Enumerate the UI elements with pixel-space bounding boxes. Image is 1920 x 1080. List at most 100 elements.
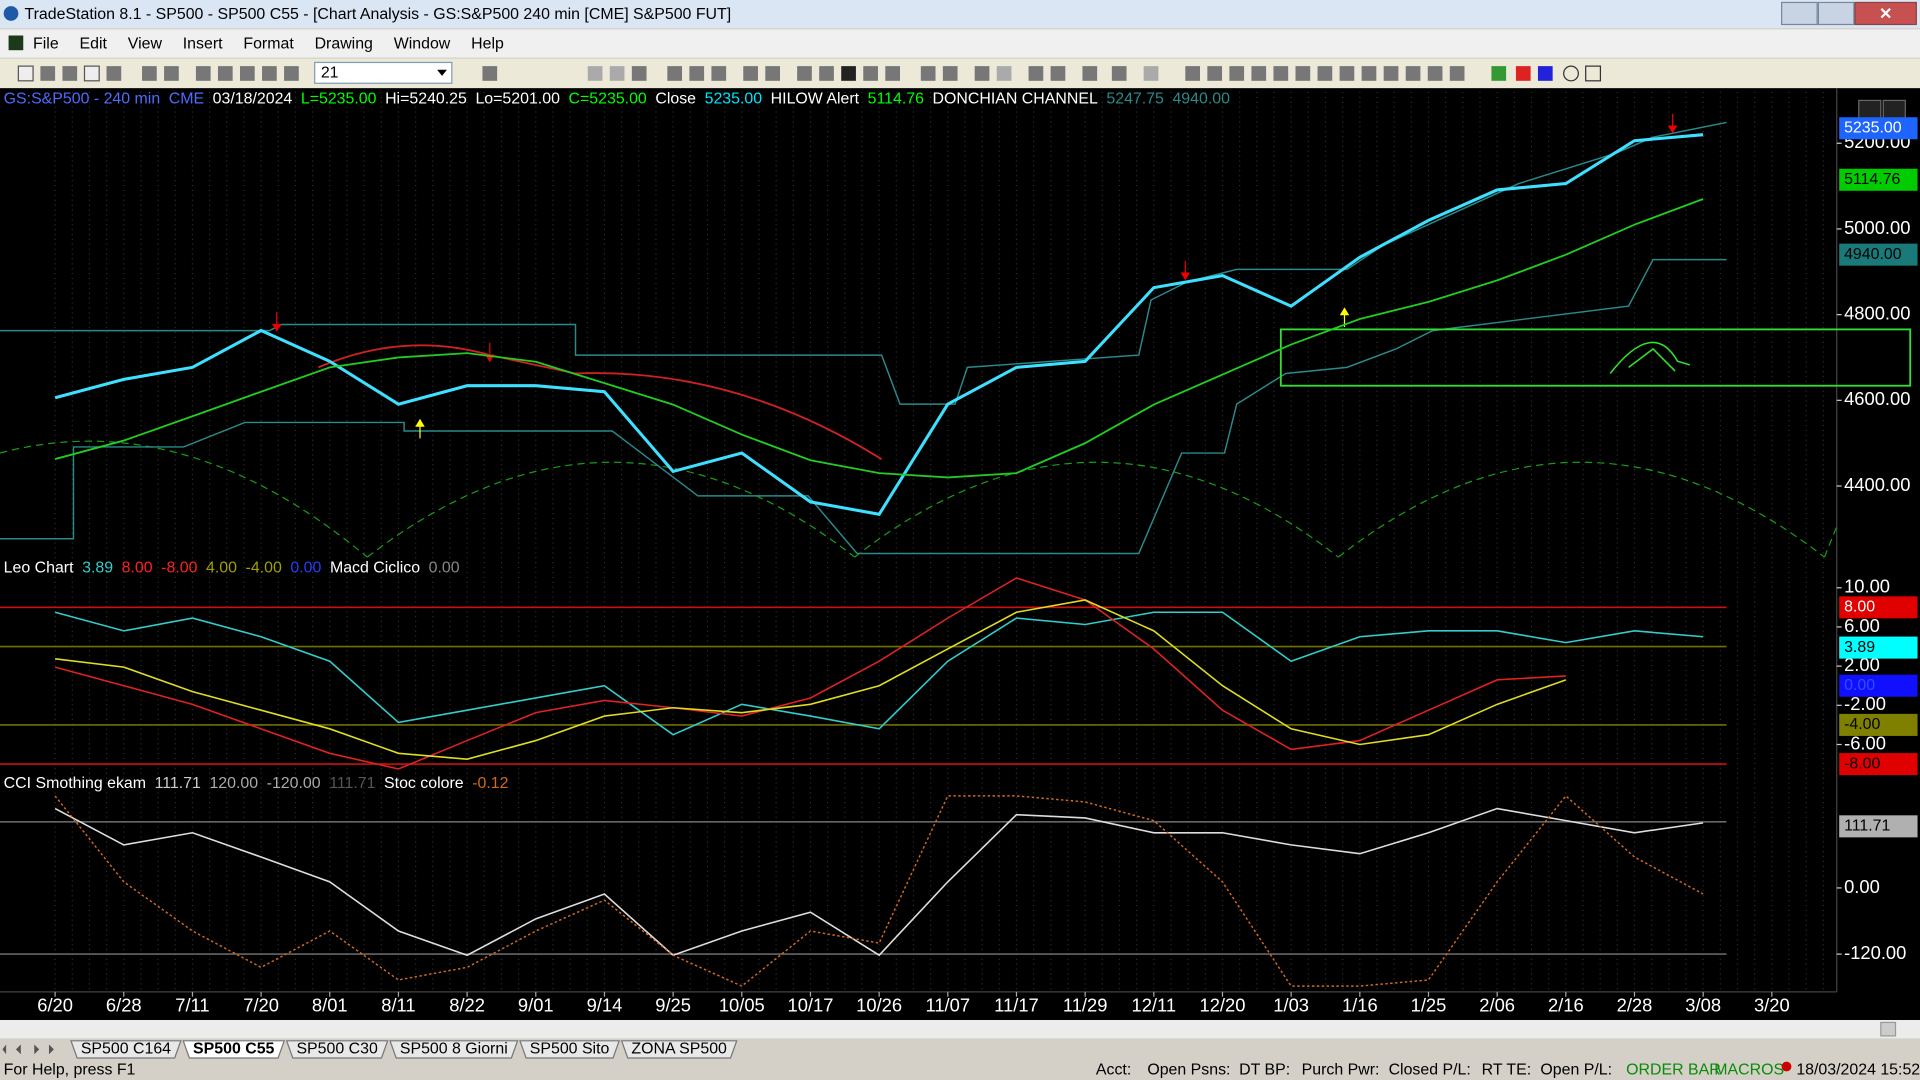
tab[interactable]: SP500 8 Giorni (389, 1040, 519, 1059)
signal-arrows (271, 113, 1678, 439)
x-tick-label: 3/08 (1685, 994, 1721, 1015)
x-tick-label: 1/16 (1342, 994, 1378, 1015)
series-line (54, 611, 1704, 736)
app-icon (3, 6, 19, 21)
menu-item[interactable]: Edit (80, 35, 108, 52)
donchian-upper (0, 121, 1727, 405)
legend-item: DONCHIAN CHANNEL (933, 90, 1098, 107)
tab-shape[interactable] (182, 1040, 286, 1059)
legend-item: Hi=5240.25 (385, 90, 467, 107)
menu: File Edit View Insert Format Drawing Window Hel… (33, 35, 504, 52)
legend-item: Macd Ciclico (330, 559, 420, 576)
status-led (1781, 1061, 1792, 1072)
tab-shape[interactable] (389, 1040, 519, 1059)
y-tick-label: 4800.00 (1844, 302, 1910, 323)
price-marker-label: 8.00 (1844, 599, 1875, 616)
close-button[interactable] (1854, 1, 1917, 26)
pane-button[interactable] (1882, 99, 1906, 121)
menu-item[interactable]: View (128, 35, 163, 52)
menu-item[interactable]: Insert (183, 35, 223, 52)
tab-shape[interactable] (70, 1040, 182, 1059)
tab-label[interactable]: SP500 C30 (296, 1041, 378, 1058)
legend-item: GS:S&P500 - 240 min (4, 90, 161, 107)
tab[interactable]: SP500 C164 (70, 1040, 182, 1059)
legend-item: 3.89 (82, 559, 113, 576)
title-bar (0, 0, 1920, 29)
tab-label[interactable]: SP500 8 Giorni (400, 1041, 508, 1058)
minimize-button[interactable] (1781, 1, 1818, 26)
x-tick-label: 10/05 (719, 994, 765, 1015)
horizontal-scrollbar[interactable] (0, 1020, 1920, 1039)
tab[interactable]: SP500 Sito (519, 1040, 621, 1059)
series-line (55, 599, 1567, 760)
doc-icon (8, 35, 24, 51)
status-field: Acct: (1096, 1061, 1131, 1078)
tab-shape[interactable] (519, 1040, 621, 1059)
status-field: Closed P/L: (1389, 1061, 1471, 1078)
price-marker-box (1839, 168, 1918, 191)
status-fields: Acct: Open Psns: DT BP: Purch Pwr: Closed P/… (1096, 1061, 1612, 1078)
tab-shape[interactable] (620, 1040, 738, 1059)
menu-item[interactable]: Help (471, 35, 504, 52)
y-tick-label: 0.00 (1844, 876, 1880, 897)
status-help: For Help, press F1 (4, 1061, 136, 1078)
legend-item: CCI Smothing ekam (4, 775, 146, 792)
scroll-thumb[interactable] (1880, 1021, 1897, 1037)
toolbar-icons (17, 65, 1602, 82)
tab-nav[interactable] (2, 1044, 54, 1055)
price-marker-label: 5235.00 (1844, 119, 1902, 136)
order-bar[interactable]: ORDER BAR (1626, 1061, 1721, 1078)
x-tick-label: 12/11 (1132, 994, 1177, 1015)
menu-item[interactable]: Format (243, 35, 294, 52)
macros[interactable]: MACROS (1714, 1061, 1784, 1078)
price-marker-label: -8.00 (1844, 755, 1880, 772)
y-tick-label: 6.00 (1844, 615, 1880, 636)
legend-item: CME (169, 90, 204, 107)
tab[interactable]: SP500 C55 (182, 1040, 286, 1059)
y-tick-label: -2.00 (1844, 693, 1886, 714)
x-tick-label: 2/06 (1479, 994, 1515, 1015)
legend-item: -8.00 (161, 559, 197, 576)
y-tick-label: 4600.00 (1844, 388, 1910, 409)
plot: 6/20 6/28 7/11 7/20 8/01 8/11 8/22 9/01 9/14 9/25… (0, 90, 1918, 1015)
tab-label[interactable]: ZONA SP500 (631, 1041, 727, 1058)
legend-item: -120.00 (267, 775, 321, 792)
price-marker-box (1839, 243, 1918, 266)
pane-button[interactable] (1858, 99, 1882, 121)
series-line (54, 577, 1566, 770)
legend-item: Leo Chart (4, 559, 74, 576)
legend-item: 8.00 (122, 559, 153, 576)
bar-count-combo[interactable] (314, 61, 453, 84)
legend-item: -4.00 (246, 559, 282, 576)
x-tick-label: 10/26 (856, 994, 902, 1015)
legend-item: 0.00 (429, 559, 460, 576)
legend-item: Stoc colore (384, 775, 464, 792)
tab-label[interactable]: SP500 C164 (81, 1041, 171, 1058)
legend-item: 0.00 (290, 559, 321, 576)
y-tick-label: -6.00 (1844, 732, 1886, 753)
red-average (318, 344, 883, 460)
tab[interactable]: ZONA SP500 (620, 1040, 738, 1059)
x-tick-label: 6/20 (37, 994, 73, 1015)
legend-item: 5247.75 (1106, 90, 1164, 107)
price-marker-box (1839, 636, 1918, 659)
legend-item: Lo=5201.00 (475, 90, 560, 107)
menu-item[interactable]: Window (394, 35, 451, 52)
bar-count-value[interactable]: 21 (321, 65, 339, 82)
maximize-button[interactable] (1817, 1, 1855, 26)
menu-item[interactable]: File (33, 35, 59, 52)
tab-label[interactable]: SP500 C55 (193, 1041, 275, 1058)
price-marker-box (1839, 753, 1918, 776)
x-tick-label: 2/16 (1548, 994, 1584, 1015)
zone-box (1279, 328, 1912, 387)
tab-shape[interactable] (285, 1040, 389, 1059)
legend-item: 120.00 (209, 775, 258, 792)
y-tick-label: 5000.00 (1844, 217, 1910, 238)
tab[interactable]: SP500 C30 (285, 1040, 389, 1059)
tab-label[interactable]: SP500 Sito (530, 1041, 610, 1058)
x-tick-label: 9/14 (587, 994, 623, 1015)
x-tick-label: 8/11 (381, 994, 415, 1015)
menu-item[interactable]: Drawing (315, 35, 373, 52)
